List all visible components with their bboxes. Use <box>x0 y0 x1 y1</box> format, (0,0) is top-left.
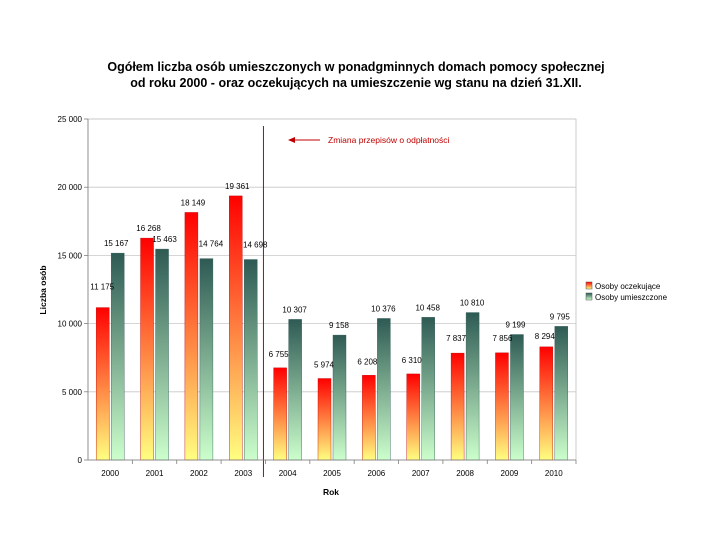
data-label-umieszczone-2006: 10 376 <box>371 304 396 313</box>
x-tick-label: 2004 <box>279 469 297 478</box>
bar-oczekujace-2002 <box>184 212 199 461</box>
bar-umieszczone-2007 <box>421 317 435 461</box>
y-tick-label: 5 000 <box>62 388 83 397</box>
legend-label-oczekujace: Osoby oczekujące <box>595 282 661 291</box>
x-tick-label: 2007 <box>412 469 430 478</box>
data-label-oczekujace-2002: 18 149 <box>181 198 206 207</box>
data-labels: 11 175 15 167 16 268 15 463 18 149 14 764 19 3… <box>90 182 570 370</box>
bar-oczekujace-2003 <box>229 195 243 461</box>
bar-oczekujace-2008 <box>450 352 465 461</box>
annotation-arrow-head <box>288 137 295 143</box>
x-tick-label: 2010 <box>545 469 563 478</box>
data-label-oczekujace-2000: 11 175 <box>90 283 114 292</box>
data-label-umieszczone-2007: 10 458 <box>415 303 440 312</box>
data-label-oczekujace-2005: 5 974 <box>314 361 335 370</box>
bar-umieszczone-2008 <box>465 312 480 461</box>
x-tick-label: 2001 <box>146 469 164 478</box>
bar-oczekujace-2000 <box>95 307 110 461</box>
bar-umieszczone-2003 <box>244 259 258 461</box>
x-tick-label: 2008 <box>456 469 474 478</box>
bar-oczekujace-2001 <box>140 237 154 461</box>
y-tick-label: 25 000 <box>58 115 83 124</box>
data-label-umieszczone-2009: 9 199 <box>505 321 526 330</box>
legend-swatch-umieszczone <box>585 292 593 301</box>
bar-umieszczone-2009 <box>510 334 524 461</box>
x-tick-label: 2000 <box>101 469 119 478</box>
bar-oczekujace-2010 <box>539 346 554 461</box>
data-label-umieszczone-2002: 14 764 <box>199 240 224 249</box>
bar-oczekujace-2004 <box>273 367 287 461</box>
x-tick-label: 2005 <box>323 469 341 478</box>
y-axis-title: Liczba osób <box>38 265 48 314</box>
bar-umieszczone-2010 <box>554 326 569 461</box>
y-tick-label: 20 000 <box>58 183 83 192</box>
bar-oczekujace-2006 <box>362 375 376 461</box>
data-label-oczekujace-2006: 6 208 <box>357 357 378 366</box>
data-label-oczekujace-2003: 19 361 <box>225 182 250 191</box>
bar-umieszczone-2006 <box>377 318 391 461</box>
annotation: Zmiana przepisów o odpłatności <box>288 135 450 145</box>
data-label-umieszczone-2008: 10 810 <box>460 299 485 308</box>
annotation-text: Zmiana przepisów o odpłatności <box>328 135 450 145</box>
y-tick-label: 10 000 <box>58 320 83 329</box>
x-tick-label: 2002 <box>190 469 208 478</box>
data-label-umieszczone-2001: 15 463 <box>152 235 177 244</box>
bar-oczekujace-2009 <box>495 352 509 461</box>
data-label-oczekujace-2010: 8 294 <box>535 332 556 341</box>
data-label-umieszczone-2005: 9 158 <box>329 321 350 330</box>
x-tick-label: 2009 <box>501 469 519 478</box>
data-label-umieszczone-2000: 15 167 <box>104 239 129 248</box>
data-label-umieszczone-2004: 10 307 <box>282 305 307 314</box>
legend: Osoby oczekujące Osoby umieszczone <box>585 281 668 302</box>
bar-oczekujace-2005 <box>317 378 332 461</box>
bar-umieszczone-2004 <box>288 319 302 461</box>
axes: 0 5 000 10 000 15 000 20 000 25 000 2000 2001 20… <box>58 115 577 478</box>
bar-oczekujace-2007 <box>406 373 420 461</box>
data-label-oczekujace-2004: 6 755 <box>269 350 290 359</box>
data-label-umieszczone-2003: 14 698 <box>243 241 268 250</box>
data-label-oczekujace-2009: 7 856 <box>492 334 513 343</box>
bars <box>95 126 569 477</box>
x-axis-title: Rok <box>323 487 339 497</box>
data-label-oczekujace-2001: 16 268 <box>136 224 161 233</box>
data-label-oczekujace-2008: 7 837 <box>446 334 467 343</box>
chart-title-line-2: od roku 2000 - oraz oczekujących na umie… <box>130 76 582 90</box>
x-tick-label: 2003 <box>234 469 252 478</box>
chart-title-line-1: Ogółem liczba osób umieszczonych w ponad… <box>107 60 604 74</box>
y-tick-label: 0 <box>78 456 83 465</box>
y-tick-label: 15 000 <box>58 251 83 260</box>
x-tick-label: 2006 <box>367 469 385 478</box>
bar-umieszczone-2002 <box>199 258 214 461</box>
data-label-oczekujace-2007: 6 310 <box>402 356 423 365</box>
bar-umieszczone-2001 <box>155 248 169 461</box>
legend-swatch-oczekujace <box>585 281 593 290</box>
bar-umieszczone-2005 <box>332 334 347 461</box>
data-label-umieszczone-2010: 9 795 <box>550 312 571 321</box>
legend-label-umieszczone: Osoby umieszczone <box>595 293 668 302</box>
